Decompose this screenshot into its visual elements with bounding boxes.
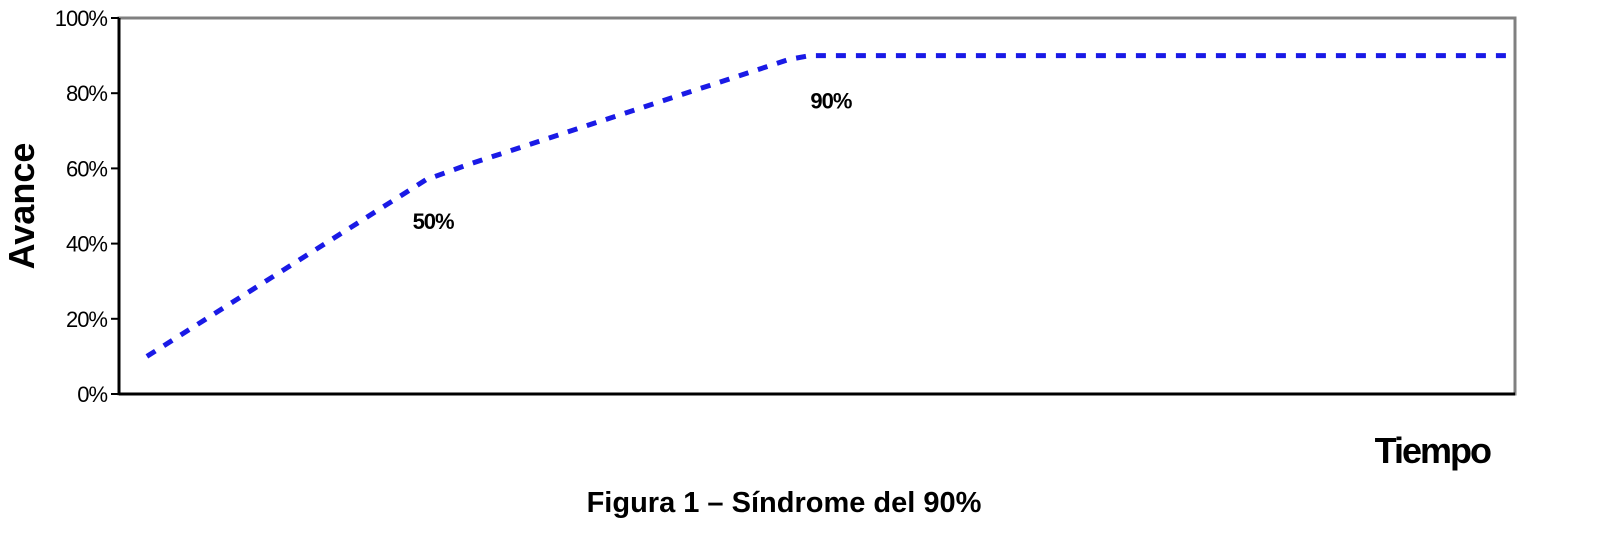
y-tick-label: 100% (55, 6, 108, 31)
y-tick-label: 40% (66, 232, 107, 257)
y-tick-label: 60% (66, 156, 107, 181)
y-axis-title: Avance (1, 143, 42, 270)
y-ticks: 0% 20% 40% 60% 80% 100% (55, 6, 119, 407)
figure-caption: Figura 1 – Síndrome del 90% (587, 487, 982, 519)
x-axis-title: Tiempo (1375, 430, 1491, 471)
annotations: 50% 90% (413, 89, 853, 234)
y-tick-label: 0% (77, 382, 107, 407)
plot-area (117, 16, 1517, 396)
annotation-label: 90% (810, 89, 851, 114)
y-tick-label: 80% (66, 81, 107, 106)
annotation-label: 50% (413, 209, 454, 234)
y-tick-label: 20% (66, 307, 107, 332)
